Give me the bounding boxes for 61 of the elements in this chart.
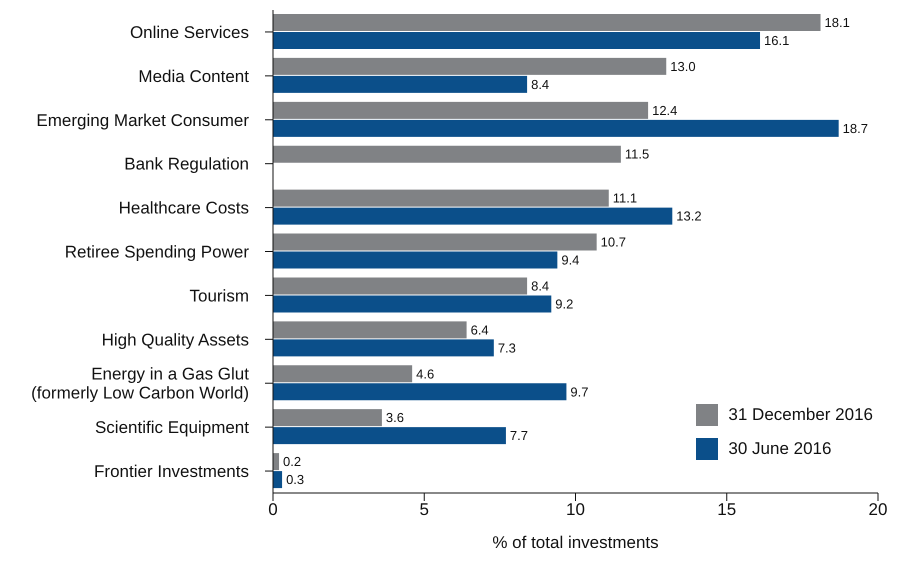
x-tick-label: 0 [268, 500, 278, 520]
bar [273, 190, 609, 207]
y-tick-label: Energy in a Gas Glut (formerly Low Carbon World) [31, 364, 250, 402]
y-tick-label: Media Content [138, 66, 250, 86]
data-label: 6.4 [470, 322, 489, 338]
data-label: 13.2 [676, 208, 702, 224]
bar [273, 453, 280, 470]
bar [273, 471, 282, 488]
y-tick-label: Emerging Market Consumer [36, 110, 250, 130]
bar [273, 383, 566, 400]
data-label: 18.7 [842, 120, 868, 136]
bar [273, 234, 597, 251]
bar [273, 277, 528, 294]
data-label: 0.3 [286, 472, 304, 488]
data-label: 13.0 [670, 58, 696, 74]
y-tick-label: Bank Regulation [124, 154, 249, 174]
bar [273, 146, 621, 163]
bar [273, 365, 412, 382]
bar [273, 208, 672, 225]
data-label: 3.6 [386, 410, 404, 426]
bar [273, 321, 467, 338]
data-label: 9.7 [570, 384, 589, 400]
bar [273, 252, 558, 269]
bar [273, 14, 821, 31]
x-tick-label: 15 [717, 500, 736, 520]
y-tick-label: High Quality Assets [102, 330, 249, 349]
data-label: 7.7 [510, 428, 528, 444]
bar [273, 58, 666, 75]
bar [273, 339, 494, 356]
data-label: 11.5 [624, 146, 650, 162]
bar [273, 76, 528, 93]
data-label: 16.1 [764, 33, 790, 48]
legend-label: 31 December 2016 [728, 405, 873, 425]
x-axis-title: % of total investments [492, 533, 659, 552]
data-label: 12.4 [652, 102, 678, 118]
legend-label: 30 June 2016 [728, 439, 832, 459]
x-tick-label: 5 [420, 500, 429, 520]
data-label: 8.4 [531, 76, 550, 92]
y-tick-label: Frontier Investments [94, 462, 249, 481]
bar [273, 409, 382, 426]
y-tick-label: Retiree Spending Power [64, 242, 250, 261]
bar [273, 295, 552, 312]
data-label: 9.4 [561, 252, 580, 268]
x-tick-label: 10 [566, 500, 585, 520]
data-label: 4.6 [416, 366, 434, 382]
data-label: 18.1 [824, 15, 850, 30]
data-label: 11.1 [612, 190, 638, 206]
bar [273, 427, 506, 444]
data-label: 8.4 [531, 278, 550, 294]
data-label: 7.3 [498, 340, 516, 356]
x-tick-label: 20 [868, 500, 888, 520]
y-tick-label: Healthcare Costs [118, 198, 249, 218]
data-label: 9.2 [555, 296, 574, 312]
y-tick-label: Online Services [130, 22, 249, 42]
bar [273, 120, 839, 137]
bar [273, 32, 760, 49]
data-label: 10.7 [600, 234, 626, 250]
bar [273, 102, 648, 119]
y-tick-label: Tourism [189, 286, 249, 305]
y-tick-label: Scientific Equipment [94, 418, 250, 437]
data-label: 0.2 [283, 454, 302, 470]
